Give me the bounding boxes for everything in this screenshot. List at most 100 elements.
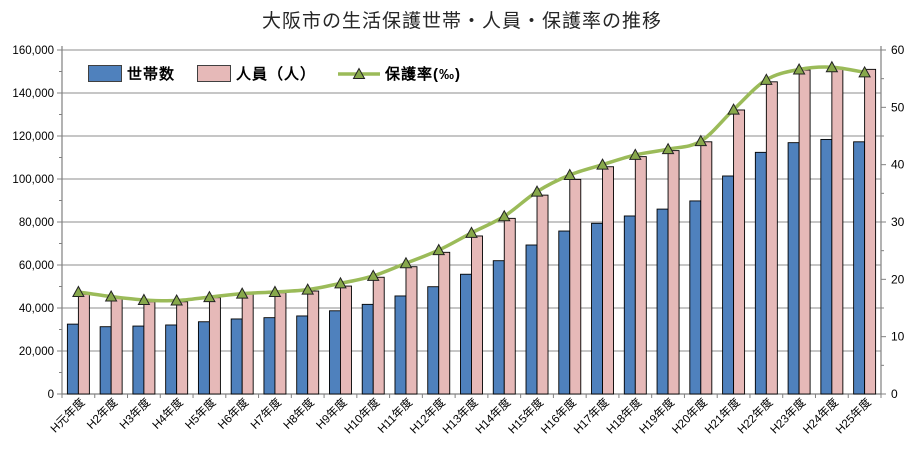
households-bars <box>66 138 866 395</box>
right-axis-labels: 0 10 20 30 40 50 60 <box>891 43 905 401</box>
x-axis-tick-label: H8年度 <box>280 395 317 432</box>
households-bar <box>165 324 178 395</box>
rate-line-marker-icon <box>338 66 381 79</box>
households-bar <box>656 208 669 395</box>
persons-swatch-icon <box>197 65 232 82</box>
legend-item-rate: 保護率(‰) <box>338 63 461 84</box>
persons-bar <box>700 141 713 395</box>
x-axis-tick-label: H3年度 <box>116 395 153 432</box>
rate-marker-triangle-icon <box>759 73 773 85</box>
rate-marker-triangle-icon <box>792 62 806 75</box>
households-bar <box>492 260 505 395</box>
households-bar <box>525 244 538 395</box>
rate-markers <box>72 60 871 306</box>
persons-bar <box>634 156 647 395</box>
households-bar <box>591 222 603 395</box>
x-axis-tick-label: H2年度 <box>84 395 121 432</box>
rate-marker-triangle-icon <box>170 294 184 306</box>
left-axis-tick-label: 60,000 <box>19 260 54 272</box>
right-axis-tick-label: 10 <box>891 330 905 344</box>
left-axis-tick-label: 40,000 <box>19 303 54 315</box>
persons-bars <box>77 68 877 395</box>
persons-bar <box>667 150 680 395</box>
left-axis-tick-label: 80,000 <box>19 217 54 229</box>
persons-bar <box>831 68 844 395</box>
households-bar <box>329 310 341 395</box>
right-axis-tick-label: 30 <box>891 215 905 229</box>
persons-bar <box>569 178 582 395</box>
left-axis-tick-label: 100,000 <box>12 174 54 186</box>
rate-marker-triangle-icon <box>334 276 347 289</box>
persons-bar <box>864 68 877 395</box>
right-axis-tick-label: 0 <box>891 387 898 401</box>
persons-bar <box>536 194 549 395</box>
persons-bar <box>274 292 287 395</box>
chart-title: 大阪市の生活保護世帯・人員・保護率の推移 <box>261 11 662 32</box>
rate-marker-triangle-icon <box>301 283 315 295</box>
persons-bar <box>143 301 156 395</box>
right-axis-tick-label: 20 <box>891 272 905 286</box>
households-bar <box>230 318 243 395</box>
left-axis-tick-label: 140,000 <box>12 88 54 100</box>
x-axis-tick-label: H25年度 <box>833 395 874 436</box>
right-axis-tick-label: 50 <box>891 100 905 114</box>
chart-legend: 世帯数 人員（人） 保護率(‰) <box>88 63 461 84</box>
legend-label-households: 世帯数 <box>127 66 176 83</box>
rate-marker-triangle-icon <box>366 269 380 281</box>
legend-label-persons: 人員（人） <box>236 66 317 83</box>
households-bar <box>722 175 735 395</box>
left-axis-labels: 0 20,000 40,000 60,000 80,000 100,000 120,000 1… <box>12 45 54 401</box>
households-bar <box>787 142 800 395</box>
rate-marker-triangle-icon <box>530 185 544 197</box>
rate-marker-triangle-icon <box>497 209 511 222</box>
rate-marker-triangle-icon <box>596 158 609 170</box>
persons-bar <box>372 276 385 395</box>
households-bar <box>623 215 636 395</box>
households-bar <box>197 321 210 395</box>
rate-marker-triangle-icon <box>727 103 740 115</box>
rate-marker-triangle-icon <box>694 134 708 147</box>
households-swatch-icon <box>88 65 122 82</box>
persons-bar <box>733 109 746 395</box>
households-bar <box>689 200 702 395</box>
rate-marker-triangle-icon <box>858 65 871 78</box>
households-bar <box>853 141 866 395</box>
rate-marker-triangle-icon <box>235 287 249 299</box>
x-axis-tick-label: H7年度 <box>248 395 285 432</box>
left-axis-tick-label: 0 <box>48 389 54 401</box>
rate-marker-triangle-icon <box>72 285 85 297</box>
persons-bar <box>340 285 352 395</box>
persons-bar <box>798 69 811 395</box>
rate-marker-triangle-icon <box>203 290 216 303</box>
x-axis-tick-label: H6年度 <box>215 395 252 432</box>
x-axis-labels: H元年度H2年度H3年度H4年度H5年度H6年度H7年度H8年度H9年度H10年… <box>47 395 874 436</box>
rate-marker-triangle-icon <box>432 243 446 256</box>
rate-marker-triangle-icon <box>268 285 282 297</box>
households-bar <box>394 295 407 395</box>
rate-marker-triangle-icon <box>825 60 839 73</box>
rate-marker-triangle-icon <box>137 293 151 305</box>
households-bar <box>66 323 79 395</box>
persons-bar <box>438 251 451 395</box>
rate-marker-triangle-icon <box>465 226 478 238</box>
left-axis-tick-label: 160,000 <box>12 45 54 57</box>
persons-bar <box>208 297 221 395</box>
persons-bar <box>241 293 254 395</box>
persons-bar <box>602 166 614 395</box>
households-bar <box>427 286 440 395</box>
households-bar <box>296 315 309 395</box>
households-bar <box>820 138 833 395</box>
right-axis-tick-label: 40 <box>891 158 905 172</box>
rate-marker-triangle-icon <box>399 256 413 269</box>
legend-label-rate: 保護率(‰) <box>385 66 462 83</box>
right-axis-tick-label: 60 <box>891 43 905 57</box>
households-bar <box>361 303 374 395</box>
persons-bar <box>110 297 123 395</box>
persons-bar <box>405 266 418 395</box>
households-bar <box>132 325 145 395</box>
rate-marker-triangle-icon <box>563 168 577 180</box>
households-bar <box>754 151 767 395</box>
persons-bar <box>765 81 778 395</box>
x-axis-tick-label: H4年度 <box>149 395 186 432</box>
